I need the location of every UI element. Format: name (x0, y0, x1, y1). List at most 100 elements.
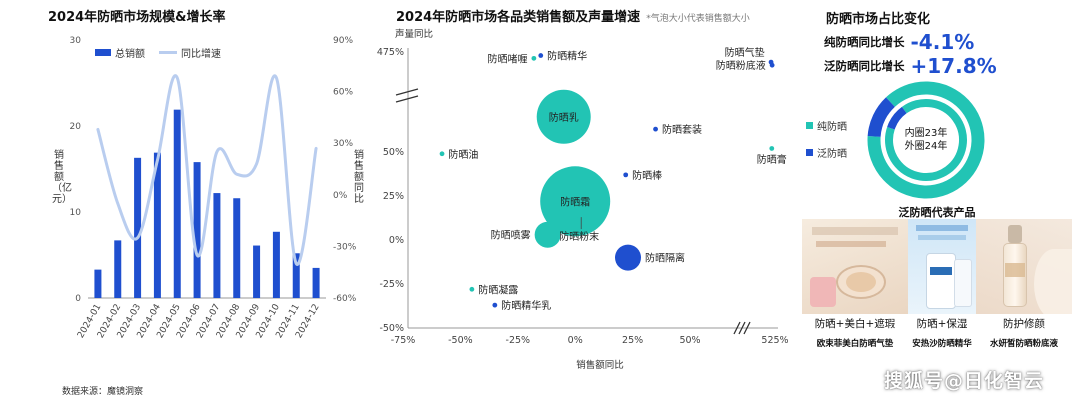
products-title: 泛防晒代表产品 (898, 206, 976, 219)
right-y-tick-label: -60% (333, 294, 357, 304)
legend-line-swatch (159, 51, 177, 54)
legend-item-pure: 纯防晒 (806, 118, 847, 133)
bubble-label: 防晒油 (448, 148, 478, 161)
kpi-value: -4.1% (910, 30, 975, 54)
product-caption: 防晒+保湿 (916, 318, 968, 330)
bubble-point (769, 62, 775, 68)
bubble-label: 防晒霜 (560, 195, 590, 208)
bubble-point (439, 151, 445, 157)
sales-bar (153, 152, 161, 298)
kpi-label: 泛防晒同比增长 (824, 59, 905, 73)
bubble-label: 防晒精华乳 (501, 299, 551, 312)
legend-bar-swatch (95, 49, 111, 56)
bubble-point (540, 166, 611, 237)
bubble-point (531, 55, 537, 61)
bubble-axes: -75% -50% -25% 0% 25% 50% 525%-50%-25%0%25%50%… (377, 47, 789, 346)
product-caption: 防晒+美白+遮瑕 (814, 318, 896, 330)
bubble-label: 防晒膏 (757, 153, 787, 166)
bubble-point (615, 244, 642, 271)
product-image-essence (908, 219, 976, 314)
product-caption: 防护修颜 (1003, 318, 1045, 330)
middle-header: 2024年防晒市场各品类销售额及声量增速 *气泡大小代表销售额大小 (396, 6, 750, 25)
legend-label: 泛防晒 (817, 149, 847, 160)
sales-bar (193, 162, 201, 298)
product-image-foundation (976, 219, 1072, 314)
donut-rings (867, 81, 985, 199)
scatter-x-tick-label: 525% (761, 335, 788, 346)
bubble-label: 防晒乳 (549, 111, 579, 124)
kpi-value: +17.8% (910, 54, 997, 78)
sales-bar (312, 267, 320, 298)
product-captions: 防晒+美白+遮瑕 防晒+保湿 防护修颜 (802, 316, 1072, 331)
right-y-tick-label: 90% (333, 36, 353, 46)
left-y-tick-label: 10 (70, 208, 82, 218)
scatter-x-tick-label: -75% (391, 335, 416, 346)
scatter-y-tick-label: 50% (383, 147, 404, 158)
bubble-label: 防晒精华 (547, 50, 587, 63)
inner-ring-label: 内圈23年 (904, 128, 948, 139)
combo-chart: 0102030-60%-30%0%30%60%90%2024-012024-02… (70, 36, 357, 340)
sales-bar (173, 109, 181, 298)
scatter-y-tick-label: 25% (383, 191, 404, 202)
bubble-point (769, 146, 775, 151)
bubble-point (492, 302, 498, 308)
left-legend: 总销额 同比增速 (95, 45, 221, 60)
donut-slice (867, 81, 985, 199)
bubble-point (534, 221, 561, 248)
scatter-x-axis-label: 销售额同比 (576, 360, 624, 371)
x-axis-break-mark (733, 321, 751, 335)
left-y-axis-label: 销售额（亿元） (52, 150, 72, 205)
product-name: 欧束菲美白防晒气垫 (816, 339, 894, 349)
kpi-broad-sunscreen: 泛防晒同比增长 +17.8% (824, 54, 997, 78)
sales-bar (233, 198, 241, 298)
scatter-x-tick-label: 0% (568, 335, 583, 346)
bubble-point (623, 172, 629, 178)
donut-center-label: 内圈23年 外圈24年 (896, 127, 956, 153)
scatter-y-tick-label: -25% (379, 279, 404, 290)
scatter-x-tick-label: -50% (448, 335, 473, 346)
right-y-tick-label: 0% (333, 191, 348, 201)
legend-item-yoy: 同比增速 (159, 45, 221, 60)
sales-bar (213, 193, 221, 298)
legend-label: 总销额 (115, 49, 145, 60)
bubble-point (538, 53, 544, 58)
legend-label: 纯防晒 (817, 122, 847, 133)
right-y-tick-label: 60% (333, 88, 353, 98)
outer-ring-label: 外圈24年 (904, 141, 948, 152)
bubble-point (536, 89, 591, 144)
legend-item-broad: 泛防晒 (806, 145, 847, 160)
bubble-point (653, 126, 658, 132)
product-name: 水妍皙防晒粉底液 (989, 339, 1058, 349)
bubble-label: 防晒套装 (662, 123, 702, 136)
yoy-growth-line (96, 74, 318, 266)
scatter-y-tick-label: -50% (379, 323, 404, 334)
legend-label: 同比增速 (181, 49, 221, 60)
donut-legend: 纯防晒 泛防晒 (806, 118, 847, 160)
kpi-label: 纯防晒同比增长 (824, 35, 905, 49)
bubble-size-note: *气泡大小代表销售额大小 (646, 14, 750, 24)
middle-chart-title: 2024年防晒市场各品类销售额及声量增速 (396, 10, 641, 25)
left-chart-title: 2024年防晒市场规模&增长率 (48, 10, 226, 25)
y-axis-break-mark (395, 88, 419, 103)
right-panel-title: 防晒市场占比变化 (826, 12, 931, 27)
bubble-chart: -75% -50% -25% 0% 25% 50% 525%-50%-25%0%25%50%… (377, 46, 789, 346)
scatter-y-axis-label: 声量同比 (395, 29, 434, 40)
sales-bar (94, 269, 102, 298)
combo-bars (94, 109, 320, 298)
scatter-x-tick-label: 50% (679, 335, 700, 346)
bubble-label: 防晒啫喱 (487, 52, 527, 65)
sales-bar (114, 240, 122, 298)
data-source: 数据来源：魔镜洞察 (62, 387, 144, 397)
donut-slice (885, 99, 967, 181)
watermark: 搜狐号@日化智云 (884, 370, 1045, 392)
donut-chart (867, 81, 985, 199)
left-y-tick-label: 30 (70, 36, 82, 46)
bubble-label: 防晒粉底液 (716, 59, 766, 72)
right-y-tick-label: -30% (333, 242, 357, 252)
product-image-cushion (802, 219, 908, 314)
scatter-y-tick-label: 475% (377, 47, 404, 58)
left-y-tick-label: 0 (75, 294, 81, 304)
legend-swatch (806, 122, 813, 129)
bubble-point (469, 286, 475, 292)
